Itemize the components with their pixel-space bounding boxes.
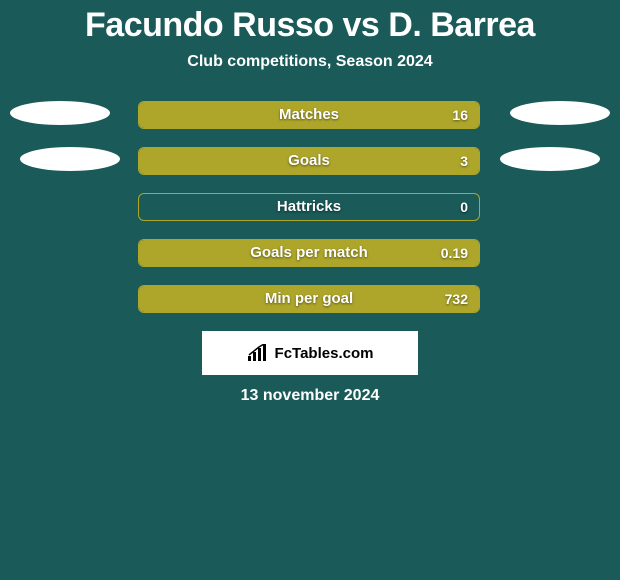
player-marker-right [510,101,610,125]
stat-bar-fill [139,148,479,174]
page-subtitle: Club competitions, Season 2024 [0,53,620,71]
brand-text: FcTables.com [275,345,374,362]
player-marker-left [10,101,110,125]
stat-row: Matches16 [0,101,620,129]
date-text: 13 november 2024 [0,387,620,405]
player-marker-right [500,147,600,171]
stat-bar-track [138,285,480,313]
player-marker-left [20,147,120,171]
stat-bar-track [138,101,480,129]
stat-rows: Matches16 Goals3 Hattricks0 Goals per match… [0,101,620,313]
stat-row: Goals3 [0,147,620,175]
stat-bar-fill [139,240,479,266]
stat-bar-track [138,193,480,221]
brand-badge: FcTables.com [202,331,418,375]
stat-bar-fill [139,286,479,312]
page-title: Facundo Russo vs D. Barrea [0,6,620,45]
stat-bar-track [138,239,480,267]
bar-chart-icon [247,344,269,362]
stat-row: Hattricks0 [0,193,620,221]
stat-bar-track [138,147,480,175]
stat-row: Goals per match0.19 [0,239,620,267]
stat-bar-fill [139,102,479,128]
stat-row: Min per goal732 [0,285,620,313]
